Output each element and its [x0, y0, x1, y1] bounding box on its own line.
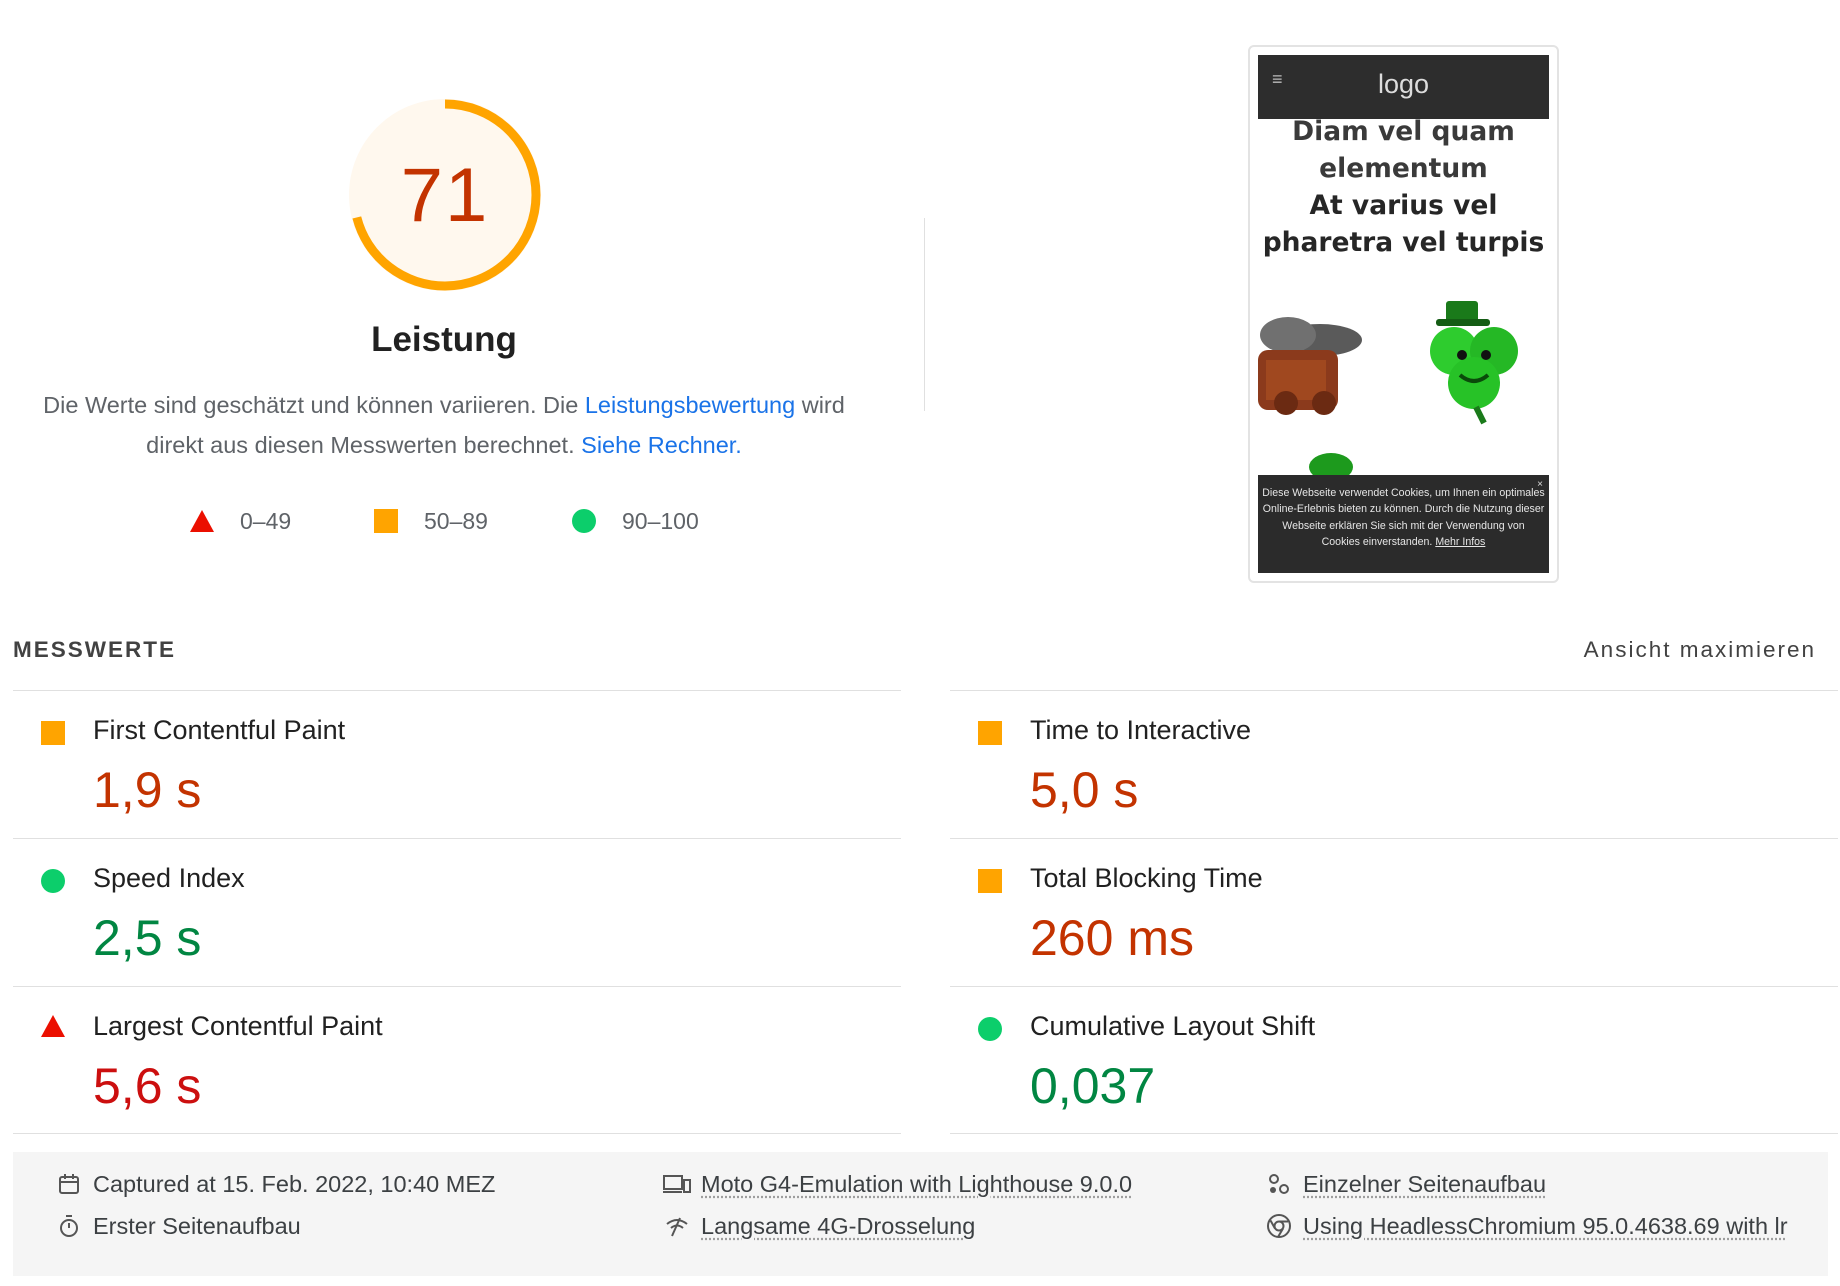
- metric-value: 5,6 s: [93, 1058, 202, 1114]
- load-type-item[interactable]: Einzelner Seitenaufbau: [1265, 1170, 1546, 1198]
- metric-title: Speed Index: [93, 863, 245, 893]
- first-load-item: Erster Seitenaufbau: [55, 1212, 301, 1240]
- metric-time-to-interactive: Time to Interactive 5,0 s: [950, 690, 1838, 838]
- shamrock-image: [1430, 301, 1518, 425]
- circle-icon: [572, 509, 596, 533]
- metric-value: 0,037: [1030, 1058, 1156, 1114]
- hero-line-3: At varius vel: [1309, 190, 1498, 221]
- metric-largest-contentful-paint: Largest Contentful Paint 5,6 s: [13, 986, 901, 1134]
- legend-average: 50–89: [374, 505, 488, 537]
- browser-version-link[interactable]: Using HeadlessChromium 95.0.4638.69 with…: [1303, 1212, 1788, 1239]
- legend-fail: 0–49: [190, 505, 291, 537]
- hero-line-1: Diam vel quam: [1292, 116, 1515, 147]
- cookie-more-link: Mehr Infos: [1435, 535, 1486, 548]
- devices-icon: [663, 1170, 691, 1198]
- triangle-icon: [41, 1015, 65, 1037]
- square-icon: [374, 509, 398, 533]
- metric-value: 1,9 s: [93, 762, 202, 818]
- thumbnail-viewport: Diam vel quam elementum At varius vel ph…: [1258, 55, 1549, 573]
- legend-pass: 90–100: [572, 505, 699, 537]
- triangle-icon: [190, 510, 214, 532]
- hero-line-4: pharetra vel turpis: [1262, 227, 1545, 258]
- performance-score: 71: [400, 152, 490, 238]
- device-emulation-link[interactable]: Moto G4-Emulation with Lighthouse 9.0.0: [701, 1170, 1133, 1197]
- performance-gauge: 71: [340, 90, 550, 300]
- cookie-close-icon: ×: [1537, 479, 1543, 490]
- legend-pass-label: 90–100: [622, 507, 699, 534]
- partial-clover-image: [1309, 453, 1353, 477]
- metric-title: Total Blocking Time: [1030, 863, 1263, 893]
- legend-fail-label: 0–49: [240, 507, 292, 534]
- metric-total-blocking-time: Total Blocking Time 260 ms: [950, 838, 1838, 986]
- gauge-ring: [349, 99, 541, 291]
- circle-icon: [978, 1017, 1002, 1041]
- cookie-text: Diese Webseite verwendet Cookies, um Ihn…: [1262, 487, 1545, 548]
- metric-value: 2,5 s: [93, 910, 202, 966]
- metrics-heading: MESSWERTE: [13, 637, 177, 662]
- metric-speed-index: Speed Index 2,5 s: [13, 838, 901, 986]
- metric-title: First Contentful Paint: [93, 715, 346, 745]
- calendar-icon: [55, 1170, 83, 1198]
- circle-icon: [41, 869, 65, 893]
- leistungsbewertung-link[interactable]: Leistungsbewertung: [584, 392, 796, 418]
- gauge-title: Leistung: [371, 320, 517, 359]
- hero-line-2: elementum: [1319, 153, 1488, 184]
- thumbnail-hero-text: Diam vel quam elementum At varius vel ph…: [1258, 113, 1549, 261]
- throttling-item[interactable]: Langsame 4G-Drosselung: [663, 1212, 975, 1240]
- gauge-arc: [349, 99, 541, 291]
- runtime-settings-footer: Captured at 15. Feb. 2022, 10:40 MEZ Ers…: [13, 1152, 1828, 1276]
- metric-value: 260 ms: [1030, 910, 1194, 966]
- expand-view-toggle[interactable]: Ansicht maximieren: [1583, 637, 1816, 662]
- signal-icon: [663, 1212, 691, 1240]
- square-icon: [41, 721, 65, 745]
- chrome-icon: [1265, 1212, 1293, 1240]
- metric-value: 5,0 s: [1030, 762, 1139, 818]
- first-load-text: Erster Seitenaufbau: [93, 1212, 301, 1239]
- cookie-banner: × Diese Webseite verwendet Cookies, um I…: [1258, 475, 1549, 573]
- nodes-icon: [1265, 1170, 1293, 1198]
- metric-title: Cumulative Layout Shift: [1030, 1011, 1316, 1041]
- captured-at-text: Captured at 15. Feb. 2022, 10:40 MEZ: [93, 1170, 496, 1197]
- browser-item[interactable]: Using HeadlessChromium 95.0.4638.69 with…: [1265, 1212, 1788, 1240]
- gauge-description: Die Werte sind geschätzt und können vari…: [40, 385, 848, 465]
- throttling-link[interactable]: Langsame 4G-Drosselung: [701, 1212, 976, 1239]
- gauge-desc-text-1: Die Werte sind geschätzt und können vari…: [43, 392, 585, 418]
- hamburger-menu-icon: ≡: [1272, 69, 1283, 89]
- legend-average-label: 50–89: [424, 507, 488, 534]
- metric-first-contentful-paint: First Contentful Paint 1,9 s: [13, 690, 901, 838]
- square-icon: [978, 721, 1002, 745]
- square-icon: [978, 869, 1002, 893]
- metric-cumulative-layout-shift: Cumulative Layout Shift 0,037: [950, 986, 1838, 1134]
- section-divider: [924, 218, 925, 411]
- metric-title: Largest Contentful Paint: [93, 1011, 383, 1041]
- gauge-desc-text-2: wird direkt aus diesen Messwerten berech…: [146, 392, 845, 458]
- stopwatch-icon: [55, 1212, 83, 1240]
- thumbnail-header: ≡ logo: [1258, 55, 1549, 119]
- load-type-link[interactable]: Einzelner Seitenaufbau: [1303, 1170, 1547, 1197]
- metric-title: Time to Interactive: [1030, 715, 1252, 745]
- device-item[interactable]: Moto G4-Emulation with Lighthouse 9.0.0: [663, 1170, 1132, 1198]
- captured-at-item: Captured at 15. Feb. 2022, 10:40 MEZ: [55, 1170, 495, 1198]
- siehe-rechner-link[interactable]: Siehe Rechner.: [581, 432, 742, 458]
- page-screenshot-thumbnail[interactable]: Diam vel quam elementum At varius vel ph…: [1248, 45, 1559, 583]
- thumbnail-logo: logo: [1377, 69, 1430, 99]
- cannon-image: [1258, 317, 1362, 415]
